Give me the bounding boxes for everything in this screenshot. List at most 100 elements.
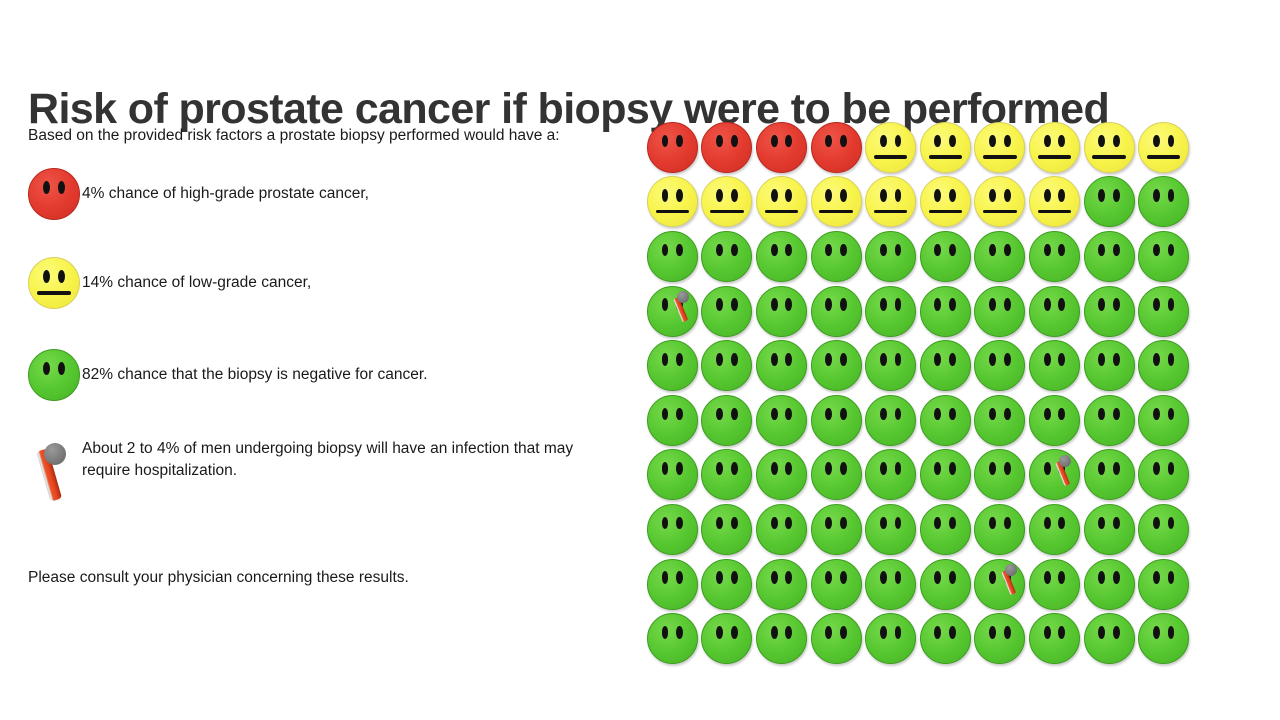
eye-right <box>1003 462 1011 475</box>
eye-right <box>58 270 65 283</box>
eye-left <box>825 298 833 312</box>
happy-face-green-icon <box>810 613 862 665</box>
thermometer-icon <box>670 290 696 324</box>
eye-right <box>1058 298 1066 312</box>
eye-right <box>676 462 684 475</box>
happy-face-green-icon <box>755 285 807 337</box>
mouth-smile <box>985 472 1014 490</box>
eye-left <box>770 189 778 202</box>
happy-face-green-icon <box>974 558 1026 610</box>
pictogram-cell <box>973 502 1028 557</box>
eye-right <box>894 625 902 639</box>
pictogram-cell <box>700 284 755 339</box>
pictogram-cell <box>1027 393 1082 448</box>
eye-left <box>1152 134 1160 148</box>
eye-right <box>730 298 738 312</box>
eye-right <box>1112 462 1120 475</box>
eye-right <box>785 625 793 639</box>
pictogram-cell <box>973 284 1028 339</box>
eye-right <box>1058 571 1066 585</box>
mouth-smile <box>1040 527 1069 545</box>
pictogram-cell <box>1027 120 1082 175</box>
eye-left <box>1098 243 1106 257</box>
eye-left <box>1098 625 1106 639</box>
eye-left <box>1098 407 1106 421</box>
pictogram-cell <box>1027 502 1082 557</box>
pictogram-cell <box>809 229 864 284</box>
happy-face-green-icon <box>810 230 862 282</box>
mouth-smile <box>821 636 850 654</box>
eye-left <box>1152 352 1160 366</box>
eye-left <box>825 571 833 585</box>
eye-right <box>1058 352 1066 366</box>
eye-right <box>894 352 902 366</box>
eye-left <box>825 134 833 148</box>
eye-right <box>785 516 793 530</box>
happy-face-green-icon <box>1138 558 1190 610</box>
happy-face-green-icon <box>1138 503 1190 555</box>
mouth-smile <box>1149 527 1178 545</box>
happy-face-green-icon <box>1083 230 1135 282</box>
mouth-smile <box>767 527 796 545</box>
happy-face-green-icon <box>810 394 862 446</box>
mouth-flat <box>710 209 744 214</box>
pictogram-grid <box>645 120 1191 666</box>
eye-right <box>730 625 738 639</box>
neutral-face-yellow-icon <box>919 121 971 173</box>
neutral-face-yellow-icon <box>28 257 80 309</box>
pictogram-cell <box>1136 284 1191 339</box>
pictogram-cell <box>918 557 973 612</box>
mouth-smile <box>658 418 687 436</box>
mouth-smile <box>876 309 905 327</box>
eye-left <box>825 462 833 475</box>
eye-left <box>661 407 669 421</box>
neutral-face-yellow-icon <box>1083 121 1135 173</box>
thermometer-icon <box>1052 454 1078 488</box>
pictogram-cell <box>863 557 918 612</box>
pictogram-cell <box>754 448 809 503</box>
happy-face-green-icon <box>919 558 971 610</box>
eye-right <box>1167 625 1175 639</box>
pictogram-cell <box>918 229 973 284</box>
eye-left <box>934 189 942 202</box>
pictogram-cell <box>863 284 918 339</box>
neutral-face-yellow-icon <box>865 176 917 228</box>
eye-right <box>949 134 957 148</box>
pictogram-cell <box>645 175 700 230</box>
mouth-smile <box>985 418 1014 436</box>
eye-left <box>661 625 669 639</box>
pictogram-cell <box>1082 175 1137 230</box>
legend-item-infection: About 2 to 4% of men undergoing biopsy w… <box>28 438 582 506</box>
eye-right <box>949 298 957 312</box>
eye-right <box>949 462 957 475</box>
eye-left <box>716 298 723 312</box>
eye-right <box>839 516 847 530</box>
eye-right <box>1003 298 1011 312</box>
eye-left <box>716 134 723 148</box>
mouth-smile <box>712 582 741 600</box>
eye-left <box>770 407 778 421</box>
eye-right <box>949 625 957 639</box>
pictogram-cell <box>918 120 973 175</box>
happy-face-green-icon <box>974 449 1026 501</box>
pictogram-cell <box>863 175 918 230</box>
happy-face-green-icon <box>810 558 862 610</box>
eye-right <box>785 298 793 312</box>
eye-left <box>770 625 778 639</box>
happy-face-green-icon <box>646 230 698 282</box>
pictogram-cell <box>1082 338 1137 393</box>
mouth-smile <box>767 582 796 600</box>
neutral-face-yellow-icon <box>919 176 971 228</box>
eye-left <box>1098 189 1106 202</box>
pictogram-cell <box>863 120 918 175</box>
eye-left <box>879 571 887 585</box>
mouth-smile <box>821 527 850 545</box>
eye-left <box>879 134 887 148</box>
eye-right <box>894 516 902 530</box>
pictogram-cell <box>754 502 809 557</box>
eye-right <box>1058 134 1066 148</box>
eye-right <box>949 516 957 530</box>
eye-left <box>934 243 942 257</box>
eye-left <box>934 352 942 366</box>
happy-face-green-icon <box>701 230 753 282</box>
